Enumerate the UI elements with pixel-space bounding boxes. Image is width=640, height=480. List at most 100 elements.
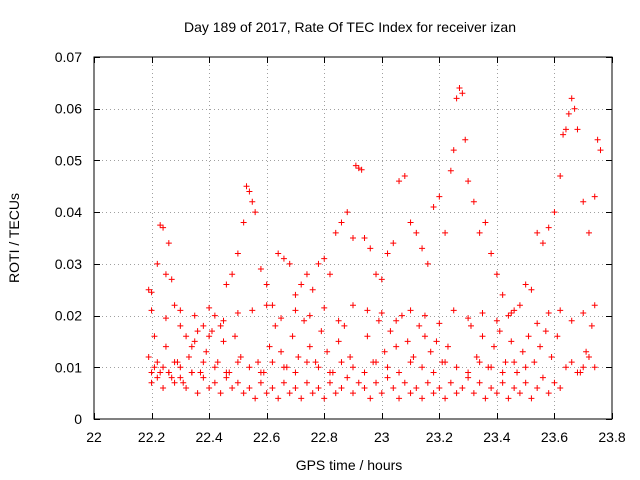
data-points [145,85,604,402]
data-point [269,302,276,309]
data-point [583,348,590,355]
data-point [280,255,287,262]
data-point [545,224,552,231]
data-point [257,379,264,386]
data-point [355,379,362,386]
data-point [344,374,351,381]
data-point [373,379,380,386]
x-tick-label: 23.2 [426,429,453,445]
data-point [180,379,187,386]
data-point [373,271,380,278]
data-point [162,271,169,278]
data-point [246,188,253,195]
data-point [203,348,210,355]
data-point [430,369,437,376]
data-point [548,353,555,360]
data-point [453,364,460,371]
data-point [459,90,466,97]
data-point [574,369,581,376]
data-point [318,328,325,335]
data-point [298,281,305,288]
data-point [511,359,518,366]
data-point [309,286,316,293]
data-point [505,312,512,319]
data-point [157,369,164,376]
data-point [171,302,178,309]
data-point [309,390,316,397]
data-point [516,390,523,397]
data-point [528,395,535,402]
data-point [272,322,279,329]
data-point [456,85,463,92]
data-point [223,369,230,376]
data-point [326,271,333,278]
data-point [344,209,351,216]
data-point [516,302,523,309]
data-point [269,384,276,391]
data-point [424,260,431,267]
data-point [597,147,604,154]
data-point [401,379,408,386]
data-point [280,379,287,386]
data-point [565,110,572,117]
data-point [350,302,356,309]
data-point [421,312,428,319]
data-point [154,374,161,381]
data-point [419,364,426,371]
data-point [413,384,420,391]
data-point [493,271,500,278]
data-point [211,312,218,319]
y-tick-label: 0.02 [55,308,82,324]
data-point [183,384,190,391]
data-point [367,395,374,402]
data-point [407,359,414,366]
y-tick-label: 0.05 [55,152,82,168]
data-point [413,229,420,236]
data-point [534,384,541,391]
x-tick-labels: 22 22.2 22.4 22.6 22.8 23 23.2 23.4 23.6 23.8 [86,429,626,445]
data-point [292,291,299,298]
y-tick-label: 0 [74,411,82,427]
data-point [393,343,400,350]
data-point [197,369,204,376]
data-point [249,198,256,205]
data-point [580,198,587,205]
data-point [298,395,305,402]
data-point [257,266,264,273]
data-point [286,390,293,397]
data-point [493,390,500,397]
data-point [211,379,218,386]
data-point [171,379,178,386]
data-point [301,317,308,324]
data-point [508,309,515,316]
data-point [427,348,434,355]
data-point [249,307,256,314]
data-point [560,131,567,138]
data-point [545,390,552,397]
x-tick-label: 23.8 [598,429,625,445]
data-point [275,250,282,257]
data-point [384,364,391,371]
data-point [321,304,328,311]
data-point [470,390,477,397]
data-point [266,343,273,350]
data-point [234,359,241,366]
data-point [393,317,400,324]
data-point [476,359,483,366]
data-point [280,364,287,371]
data-point [591,302,598,309]
data-point [419,395,426,402]
data-point [514,369,521,376]
data-point [424,379,431,386]
data-point [551,379,558,386]
data-point [384,374,391,381]
x-axis-label: GPS time / hours [296,457,403,473]
data-point [148,379,155,386]
data-point [499,369,506,376]
data-point [384,250,391,257]
data-point [206,333,213,340]
data-point [350,390,356,397]
data-point [338,359,345,366]
data-point [442,359,449,366]
data-point [165,240,172,247]
